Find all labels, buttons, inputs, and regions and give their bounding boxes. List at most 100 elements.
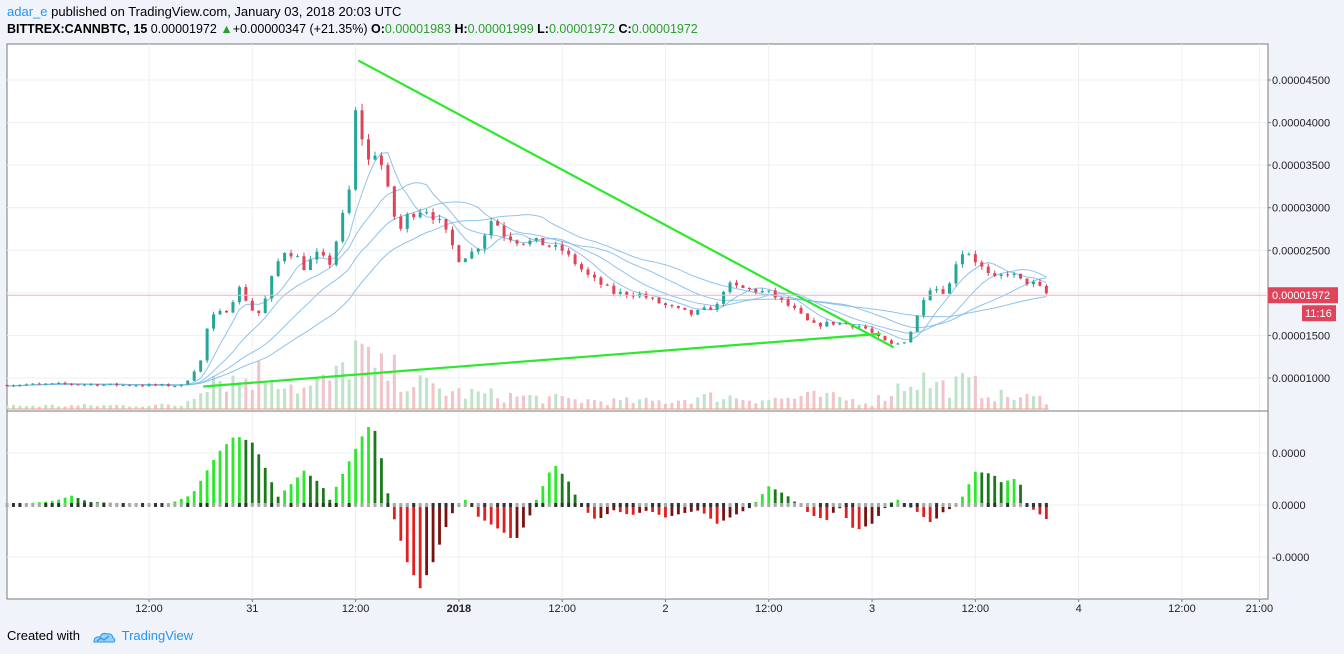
zero-line-dot xyxy=(379,503,383,507)
zero-line-dot xyxy=(786,503,790,507)
candle-body xyxy=(302,256,306,270)
candle-body xyxy=(186,380,190,385)
candle-body xyxy=(1025,278,1029,285)
volume-bar xyxy=(960,373,964,409)
candle-body xyxy=(676,306,680,308)
zero-line-dot xyxy=(922,503,926,507)
candle-body xyxy=(82,384,86,386)
countdown-value: 11:16 xyxy=(1305,308,1332,320)
oscillator-bar xyxy=(1012,479,1016,505)
zero-line-dot xyxy=(541,503,545,507)
zero-line-dot xyxy=(960,503,964,507)
trendline[interactable] xyxy=(357,59,895,349)
time-axis[interactable]: 12:00 31 12:00 2018 12:00 2 12:00 3 12:00 4 12:00 2… xyxy=(135,599,1273,615)
volume-bar xyxy=(444,395,448,409)
volume-bar xyxy=(599,401,603,409)
candle-body xyxy=(289,253,293,257)
candle-body xyxy=(431,212,435,220)
oscillator-bar xyxy=(625,505,629,515)
oscillator-bar xyxy=(315,480,319,505)
price-candles xyxy=(5,103,1048,388)
zero-line-dot xyxy=(18,503,22,507)
candle-body xyxy=(463,258,467,263)
oscillator-bar xyxy=(502,505,506,533)
zero-line-dot xyxy=(341,503,345,507)
zero-line-dot xyxy=(263,503,267,507)
oscillator-bar xyxy=(922,505,926,517)
zero-line-dot xyxy=(250,503,254,507)
candle-body xyxy=(334,241,338,265)
oscillator-bar xyxy=(819,505,822,518)
candle-body xyxy=(864,326,868,329)
candle-body xyxy=(405,214,409,229)
zero-line-dot xyxy=(586,503,590,507)
volume-bar xyxy=(509,393,513,409)
volume-bar xyxy=(37,406,41,409)
volume-bar xyxy=(573,399,577,409)
zero-line-dot xyxy=(625,503,629,507)
volume-bar xyxy=(786,397,790,409)
candle-body xyxy=(257,310,261,314)
candle-body xyxy=(283,253,287,262)
time-tick-label: 4 xyxy=(1076,603,1082,615)
oscillator-bar xyxy=(844,505,848,518)
volume-bar xyxy=(179,405,183,409)
oscillator-bar xyxy=(825,505,829,520)
candle-body xyxy=(341,212,345,242)
candle-body xyxy=(153,384,157,386)
tradingview-cloud-icon[interactable] xyxy=(92,630,116,644)
volume-bar xyxy=(1025,394,1029,409)
low-value: 0.00001972 xyxy=(548,22,616,36)
volume-bar xyxy=(631,402,635,409)
zero-line-dot xyxy=(95,503,99,507)
volume-bar xyxy=(851,399,855,409)
candle-body xyxy=(76,384,80,386)
oscillator-bar xyxy=(528,505,532,516)
price-tick-label: 0.00001500 xyxy=(1272,330,1330,342)
zero-line-dot xyxy=(160,503,164,507)
oscillator-bar xyxy=(334,486,338,505)
candle-body xyxy=(683,307,687,310)
ticker-symbol[interactable]: BITTREX:CANNBTC, 15 xyxy=(7,22,148,36)
zero-line-dot xyxy=(767,503,771,507)
volume-bar xyxy=(612,398,616,409)
oscillator-bar xyxy=(1038,505,1042,515)
price-axis[interactable]: 0.00004500 0.00004000 0.00003500 0.00003000… xyxy=(1268,75,1330,385)
oscillator-bar xyxy=(618,505,622,513)
volume-bar xyxy=(709,392,713,409)
candle-body xyxy=(418,212,422,218)
candle-body xyxy=(328,255,332,265)
zero-line-dot xyxy=(844,503,848,507)
volume-bar xyxy=(702,394,706,409)
candle-body xyxy=(212,314,216,329)
candle-body xyxy=(231,302,235,313)
volume-bar xyxy=(276,389,280,409)
candle-body xyxy=(199,360,203,372)
zero-line-dot xyxy=(760,503,764,507)
candle-body xyxy=(31,383,35,385)
candle-body xyxy=(457,245,461,263)
oscillator-bar xyxy=(664,505,667,518)
tradingview-brand[interactable]: TradingView xyxy=(121,628,194,643)
candle-body xyxy=(18,385,22,387)
volume-bar xyxy=(44,404,48,409)
volume-bar xyxy=(496,398,500,409)
zero-line-dot xyxy=(799,503,803,507)
author-link[interactable]: adar_e xyxy=(7,4,48,19)
zero-line-dot xyxy=(560,503,564,507)
trendline[interactable] xyxy=(203,332,881,388)
zero-line-dot xyxy=(793,503,797,507)
zero-line-dot xyxy=(567,503,571,507)
volume-bar xyxy=(347,379,351,409)
oscillator-bar xyxy=(276,496,280,505)
candle-body xyxy=(580,264,584,270)
oscillator-bar xyxy=(780,492,784,505)
zero-line-dot xyxy=(444,503,448,507)
trendlines[interactable] xyxy=(203,59,895,388)
zero-line-dot xyxy=(483,503,487,507)
volume-bar xyxy=(438,388,442,409)
zero-line-dot xyxy=(580,503,584,507)
volume-bar xyxy=(270,379,274,409)
osc-tick-label: 0.0000 xyxy=(1272,500,1306,512)
